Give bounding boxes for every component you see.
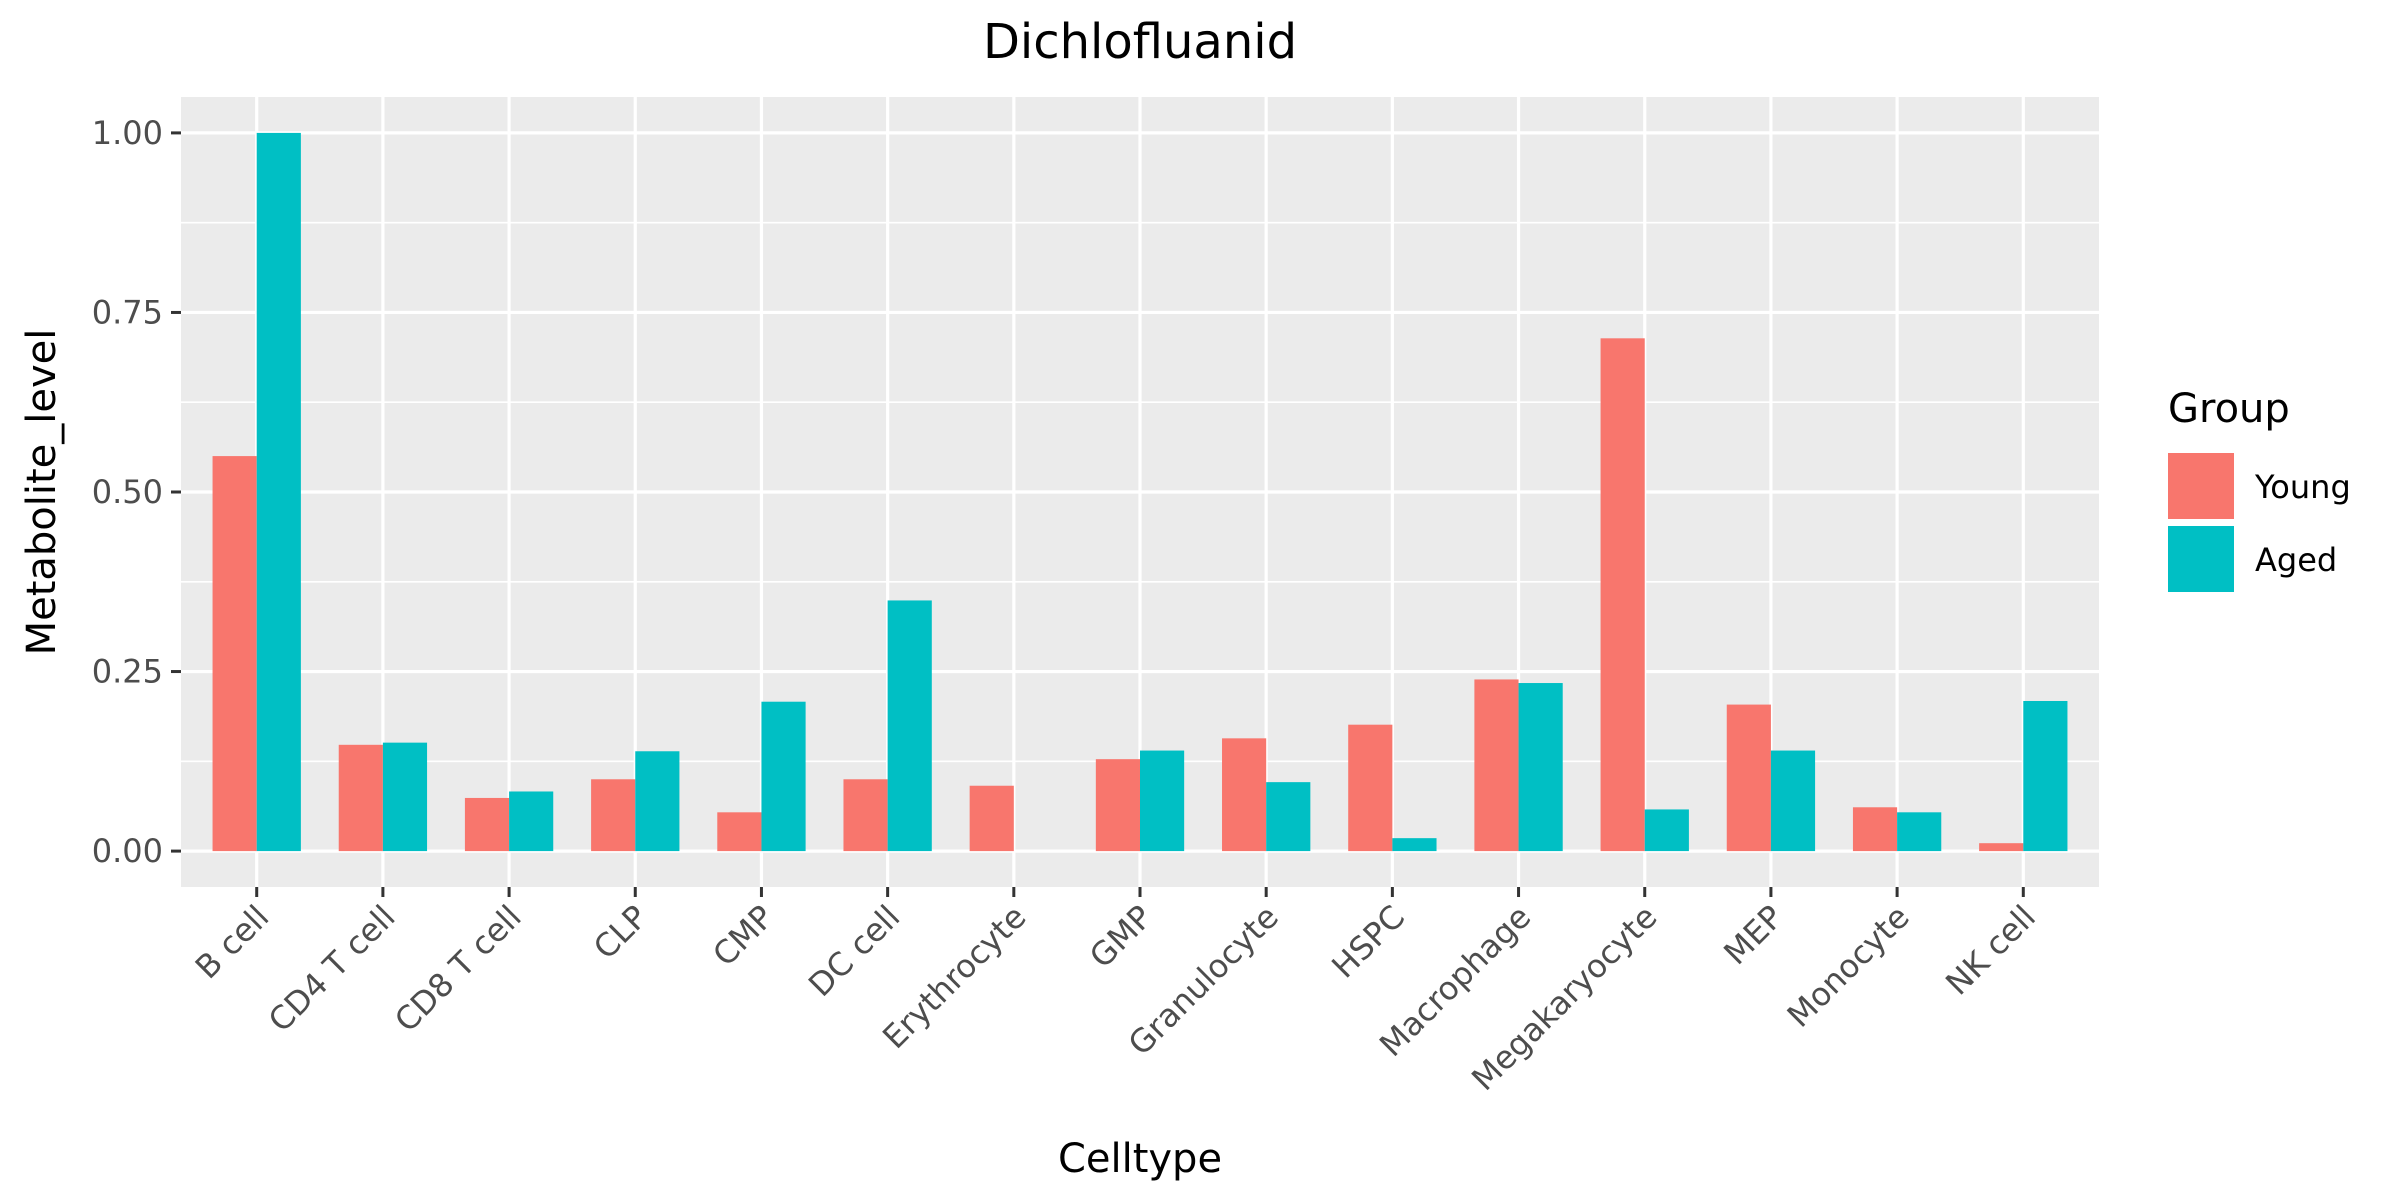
- bar-young-gmp: [1095, 759, 1140, 852]
- bar-aged-granulocyte: [1266, 782, 1311, 852]
- bar-young-megakaryocyte: [1600, 338, 1645, 852]
- y-axis-title: Metabolite_level: [19, 329, 65, 656]
- bar-young-monocyte: [1852, 807, 1898, 852]
- bar-aged-cd4-t-cell: [382, 742, 428, 852]
- bar-aged-cmp: [761, 701, 806, 852]
- legend-items: Young Aged: [2168, 453, 2351, 592]
- bar-young-erythrocyte: [969, 785, 1014, 852]
- y-tick-label: 0.25: [92, 653, 163, 691]
- bar-young-granulocyte: [1222, 738, 1267, 852]
- bar-aged-mep: [1770, 750, 1816, 852]
- legend-key-young: [2168, 453, 2234, 519]
- bar-young-macrophage: [1474, 679, 1519, 852]
- y-tick-label: 1.00: [92, 114, 163, 152]
- x-axis-title: Celltype: [1058, 1136, 1222, 1182]
- bars-layer: [212, 132, 2068, 852]
- y-axis: 0.00 0.25 0.50 0.75 1.00: [92, 114, 181, 870]
- bar-aged-b-cell: [256, 132, 301, 852]
- legend-title: Group: [2168, 386, 2290, 432]
- chart-title: Dichlofluanid: [983, 14, 1297, 70]
- bar-young-hspc: [1348, 724, 1393, 852]
- bar-young-mep: [1726, 704, 1771, 852]
- y-tick-label: 0.00: [92, 832, 163, 870]
- bar-aged-dc-cell: [887, 600, 932, 852]
- bar-aged-megakaryocyte: [1644, 809, 1689, 852]
- bar-young-b-cell: [212, 456, 257, 852]
- bar-young-cmp: [717, 812, 762, 852]
- bar-aged-nk-cell: [2023, 700, 2068, 852]
- y-tick-label: 0.50: [92, 473, 163, 511]
- bar-aged-cd8-t-cell: [509, 791, 554, 852]
- bar-young-clp: [591, 779, 636, 852]
- bar-young-cd8-t-cell: [464, 797, 510, 852]
- bar-young-dc-cell: [843, 779, 888, 852]
- bar-young-nk-cell: [1979, 843, 2024, 852]
- legend-key-aged: [2168, 526, 2234, 592]
- legend-label-young: Young: [2254, 468, 2351, 506]
- bar-aged-gmp: [1140, 750, 1185, 852]
- y-tick-label: 0.75: [92, 293, 163, 331]
- legend: Group Young Aged: [2168, 386, 2351, 592]
- bar-aged-monocyte: [1897, 812, 1942, 852]
- bar-aged-clp: [635, 751, 680, 852]
- bar-aged-hspc: [1392, 838, 1437, 852]
- bar-young-cd4-t-cell: [338, 744, 383, 852]
- legend-label-aged: Aged: [2255, 541, 2337, 579]
- bar-aged-macrophage: [1518, 683, 1563, 852]
